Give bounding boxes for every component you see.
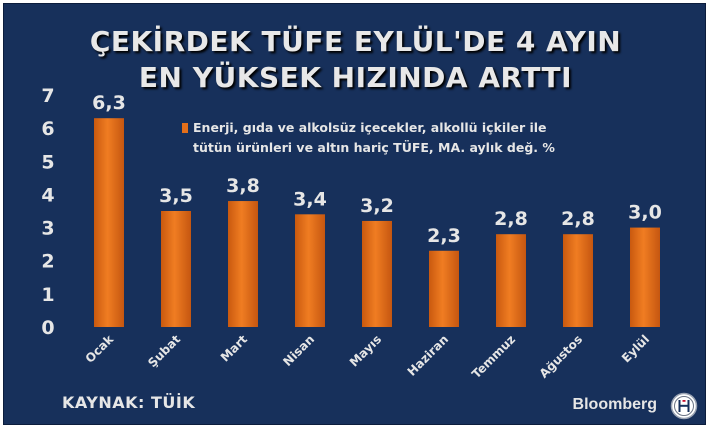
y-tick-label: 3 (41, 218, 54, 240)
x-tick-label: Mart (218, 332, 250, 364)
y-tick-label: 0 (41, 317, 54, 339)
y-tick-label: 7 (41, 85, 54, 107)
bar (94, 118, 124, 327)
x-tick-label: Temmuz (469, 332, 518, 381)
bar-chart: 0 1 2 3 4 5 6 7 6,3 3,5 3,8 3,4 3,2 2,3 2,8 2,8 3,0 Oca… (41, 85, 662, 382)
data-label: 3,4 (293, 188, 327, 210)
bar (295, 214, 325, 327)
y-tick-label: 2 (41, 251, 54, 273)
x-tick-label: Mayıs (347, 332, 384, 369)
bar (228, 201, 258, 327)
x-tick-label: Eylül (619, 332, 652, 365)
legend-text-line-2: tütün ürünleri ve altın hariç TÜFE, MA. … (193, 140, 555, 155)
y-tick-label: 5 (41, 151, 54, 173)
bar (161, 211, 191, 327)
data-label: 2,3 (427, 225, 461, 247)
title-line-2: EN YÜKSEK HIZINDA ARTTI (138, 61, 573, 94)
data-label: 3,8 (226, 175, 260, 197)
bar (563, 234, 593, 327)
y-tick-label: 1 (41, 284, 54, 306)
x-tick-label: Nisan (280, 332, 317, 369)
legend: Enerji, gıda ve alkolsüz içecekler, alko… (182, 120, 555, 155)
x-tick-label: Ocak (83, 332, 117, 366)
source-note: KAYNAK: TÜİK (62, 393, 196, 412)
bar (496, 234, 526, 327)
bar (630, 227, 660, 327)
y-tick-label: 6 (41, 118, 54, 140)
data-label: 2,8 (494, 208, 528, 230)
x-tick-label: Haziran (405, 332, 452, 379)
title-line-1: ÇEKİRDEK TÜFE EYLÜL'DE 4 AYIN (89, 25, 622, 58)
data-label: 2,8 (561, 208, 595, 230)
ht-logo-icon (670, 392, 698, 420)
chart-frame: ÇEKİRDEK TÜFE EYLÜL'DE 4 AYIN EN YÜKSEK … (3, 3, 706, 425)
data-label: 3,0 (628, 202, 662, 224)
legend-swatch (182, 123, 188, 133)
y-tick-label: 4 (41, 184, 54, 206)
data-label: 3,2 (360, 195, 394, 217)
x-axis-ticks: Ocak Şubat Mart Nisan Mayıs Haziran Temmuz Ağus… (83, 332, 653, 382)
bar (362, 220, 392, 327)
bars (94, 118, 660, 327)
x-tick-label: Ağustos (537, 332, 586, 381)
data-label: 3,5 (159, 185, 193, 207)
x-tick-label: Şubat (145, 332, 183, 370)
data-labels: 6,3 3,5 3,8 3,4 3,2 2,3 2,8 2,8 3,0 (92, 92, 662, 247)
y-axis-ticks: 0 1 2 3 4 5 6 7 (41, 85, 54, 339)
brand-logo: Bloomberg (572, 396, 657, 413)
bar (429, 250, 459, 327)
chart-title: ÇEKİRDEK TÜFE EYLÜL'DE 4 AYIN EN YÜKSEK … (4, 24, 707, 96)
data-label: 6,3 (92, 92, 126, 114)
legend-text-line-1: Enerji, gıda ve alkolsüz içecekler, alko… (193, 120, 547, 135)
